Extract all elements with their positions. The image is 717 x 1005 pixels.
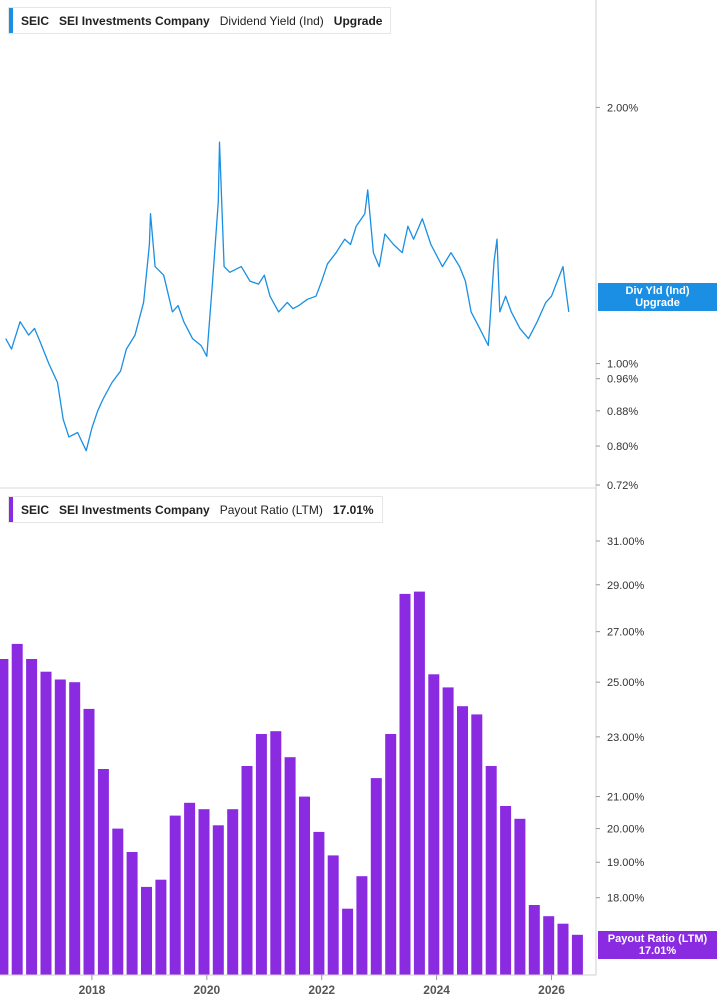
payout-ratio-bar	[571, 934, 583, 975]
metric-value[interactable]: Upgrade	[333, 13, 383, 28]
y-tick-label: 18.00%	[607, 893, 645, 905]
payout-ratio-bar	[270, 731, 282, 975]
y-tick-label: 2.00%	[607, 102, 638, 114]
y-tick-label: 27.00%	[607, 627, 645, 639]
dividend-yield-value-tag: Div Yld (Ind) Upgrade	[598, 283, 717, 311]
metric-name: Payout Ratio (LTM)	[219, 502, 323, 517]
payout-ratio-bar	[370, 778, 382, 975]
payout-ratio-bar	[327, 855, 339, 975]
payout-ratio-bar	[112, 828, 124, 975]
payout-ratio-bar	[97, 769, 109, 975]
payout-ratio-bar	[141, 886, 152, 975]
y-tick-label: 21.00%	[607, 792, 645, 804]
payout-ratio-bar	[0, 659, 9, 975]
payout-ratio-bar	[227, 809, 239, 975]
ticker-label: SEIC	[21, 13, 50, 28]
y-tick-label: 31.00%	[607, 536, 645, 548]
dividend-yield-panel: 2.00% 1.00% 0.96% 0.88% 0.80% 0.72%	[5, 0, 638, 492]
dividend-yield-legend[interactable]: SEIC SEI Investments Company Dividend Yi…	[8, 7, 392, 34]
payout-ratio-bar	[126, 852, 138, 975]
x-tick-label: 2022	[308, 983, 335, 997]
x-axis: 2018 2020 2022 2024 2026	[0, 974, 596, 997]
payout-ratio-bar	[457, 706, 468, 975]
metric-name: Dividend Yield (Ind)	[219, 13, 324, 28]
payout-ratio-bar	[155, 879, 167, 975]
dividend-yield-line	[5, 141, 570, 452]
payout-ratio-bar	[557, 923, 569, 975]
x-tick-label: 2024	[423, 983, 450, 997]
payout-ratio-legend[interactable]: SEIC SEI Investments Company Payout Rati…	[8, 496, 383, 523]
x-tick-label: 2020	[193, 983, 220, 997]
payout-ratio-bar	[184, 802, 196, 975]
payout-ratio-bar	[313, 831, 325, 975]
payout-ratio-bar	[543, 916, 555, 975]
payout-ratio-panel: 31.00% 29.00% 27.00% 25.00% 23.00% 21.00% 20.0…	[0, 488, 645, 975]
y-tick-label: 23.00%	[607, 732, 645, 744]
payout-ratio-bar	[385, 734, 397, 975]
tag-metric: Div Yld (Ind)	[625, 285, 690, 297]
y-tick-label: 25.00%	[607, 677, 645, 689]
y-tick-label: 19.00%	[607, 857, 645, 869]
y-tick-label: 0.72%	[607, 480, 638, 492]
y-tick-label: 29.00%	[607, 580, 645, 592]
payout-ratio-bar	[212, 825, 224, 975]
company-name: SEI Investments Company	[59, 13, 210, 28]
payout-ratio-bar	[514, 818, 526, 975]
payout-ratio-bar	[169, 815, 181, 975]
payout-ratio-bar	[342, 908, 354, 975]
y-tick-label: 0.96%	[607, 374, 638, 386]
payout-ratio-bar	[442, 687, 454, 975]
x-tick-label: 2026	[538, 983, 565, 997]
tag-value: Upgrade	[635, 297, 680, 309]
payout-ratio-bar	[471, 714, 483, 975]
payout-ratio-bar	[399, 593, 411, 975]
payout-ratio-bar	[413, 591, 425, 975]
payout-ratio-bar	[528, 905, 540, 975]
company-name: SEI Investments Company	[59, 502, 210, 517]
x-tick-label: 2018	[79, 983, 106, 997]
payout-ratio-bar	[11, 643, 23, 975]
y-tick-label: 0.80%	[607, 441, 638, 453]
payout-ratio-bar	[299, 796, 310, 975]
tag-value: 17.01%	[638, 945, 677, 957]
payout-ratio-bar	[356, 876, 368, 975]
payout-ratio-bar	[241, 766, 253, 975]
payout-ratio-bar	[83, 708, 95, 975]
y-tick-label: 1.00%	[607, 359, 638, 371]
payout-ratio-bar	[54, 679, 66, 975]
payout-ratio-bar	[500, 806, 512, 975]
payout-ratio-bar	[26, 659, 38, 975]
metric-value: 17.01%	[332, 502, 374, 517]
payout-ratio-bar	[69, 682, 81, 975]
ticker-label: SEIC	[21, 502, 50, 517]
payout-ratio-bar	[284, 757, 296, 975]
series-color-swatch	[9, 497, 13, 522]
y-tick-label: 0.88%	[607, 406, 638, 418]
payout-ratio-bar	[485, 766, 497, 975]
payout-ratio-bar	[40, 671, 52, 975]
payout-ratio-bar	[198, 809, 210, 975]
payout-ratio-bar	[428, 674, 440, 975]
tag-metric: Payout Ratio (LTM)	[607, 933, 708, 945]
payout-ratio-bar	[255, 734, 267, 975]
series-color-swatch	[9, 8, 13, 33]
payout-ratio-value-tag: Payout Ratio (LTM) 17.01%	[598, 931, 717, 959]
y-tick-label: 20.00%	[607, 824, 645, 836]
